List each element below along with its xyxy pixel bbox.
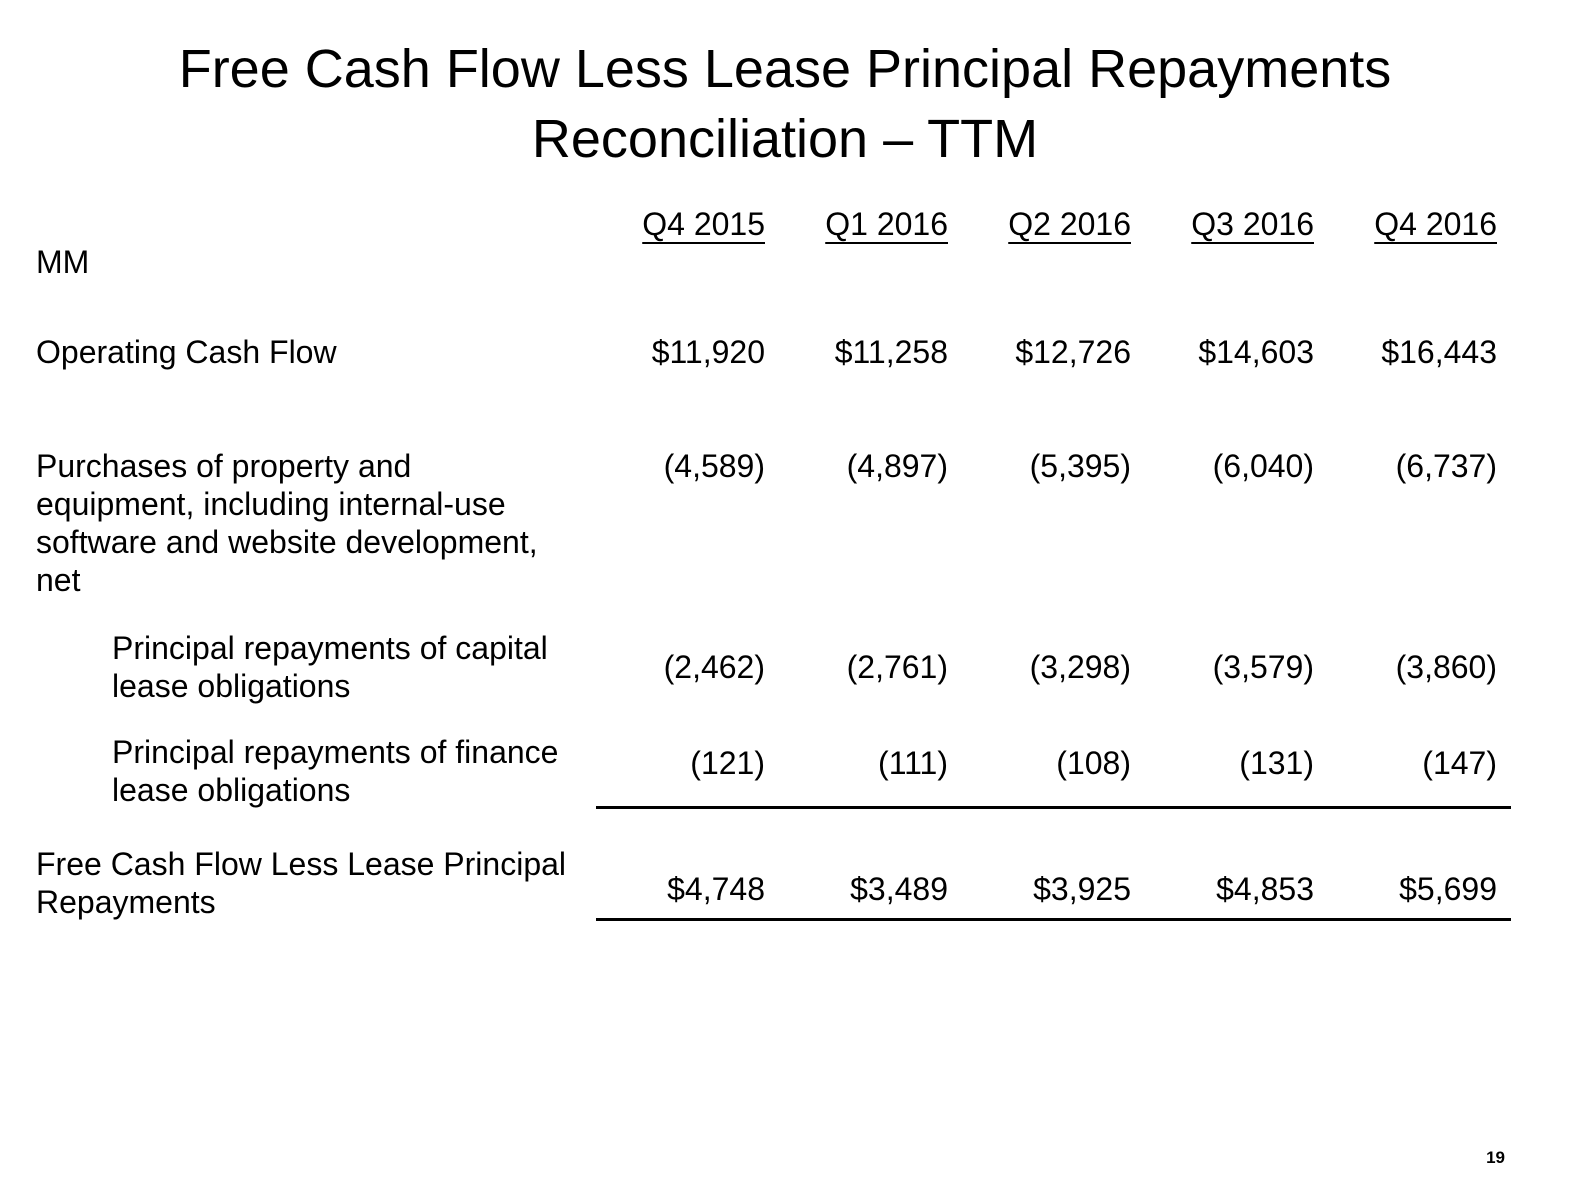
cell-value: (4,589): [663, 448, 765, 484]
column-header-q3-2016: Q3 2016: [1191, 206, 1314, 242]
cell-value: (6,737): [1395, 448, 1497, 484]
cell-value: (2,761): [846, 649, 948, 685]
cell-value: (6,040): [1212, 448, 1314, 484]
row-free-cash-flow-less-lease: Free Cash Flow Less Lease Principal Repa…: [36, 845, 1514, 921]
cell-value: (108): [962, 733, 1145, 809]
column-header-q1-2016: Q1 2016: [825, 206, 948, 242]
column-header-q4-2015: Q4 2015: [642, 206, 765, 242]
cell-value: $4,853: [1145, 870, 1328, 921]
cell-value: (5,395): [1029, 448, 1131, 484]
cell-value: (121): [596, 733, 779, 809]
column-header-q2-2016: Q2 2016: [1008, 206, 1131, 242]
cell-value: (147): [1328, 733, 1511, 809]
row-label: Principal repayments of capital lease ob…: [112, 630, 548, 704]
table-header-row: MM Q4 2015 Q1 2016 Q2 2016 Q3 2016 Q4 20…: [36, 205, 1514, 281]
page-title: Free Cash Flow Less Lease Principal Repa…: [0, 34, 1570, 174]
row-finance-lease-repayments: Principal repayments of finance lease ob…: [36, 733, 1514, 809]
reconciliation-table: MM Q4 2015 Q1 2016 Q2 2016 Q3 2016 Q4 20…: [36, 205, 1514, 921]
row-label: Free Cash Flow Less Lease Principal Repa…: [36, 846, 567, 920]
row-purchases-property-equipment: Purchases of property and equipment, inc…: [36, 447, 1514, 599]
page-title-line2: Reconciliation – TTM: [531, 109, 1039, 170]
page-number: 19: [1486, 1148, 1505, 1167]
cell-value: $3,489: [779, 870, 962, 921]
row-operating-cash-flow: Operating Cash Flow $11,920 $11,258 $12,…: [36, 333, 1514, 371]
cell-value: (111): [779, 733, 962, 809]
row-label: Principal repayments of finance lease ob…: [112, 734, 559, 808]
cell-value: $11,920: [651, 334, 765, 370]
cell-value: (131): [1145, 733, 1328, 809]
row-label: Purchases of property and equipment, inc…: [36, 448, 538, 598]
cell-value: (3,579): [1212, 649, 1314, 685]
cell-value: $12,726: [1015, 334, 1131, 370]
row-capital-lease-repayments: Principal repayments of capital lease ob…: [36, 629, 1514, 705]
column-header-q4-2016: Q4 2016: [1374, 206, 1497, 242]
unit-label: MM: [36, 244, 90, 280]
cell-value: (4,897): [846, 448, 948, 484]
cell-value: $4,748: [596, 870, 779, 921]
page-title-line1: Free Cash Flow Less Lease Principal Repa…: [178, 39, 1392, 99]
cell-value: (3,298): [1029, 649, 1131, 685]
cell-value: $16,443: [1381, 334, 1497, 370]
cell-value: (3,860): [1395, 649, 1497, 685]
cell-value: $11,258: [834, 334, 948, 370]
cell-value: (2,462): [663, 649, 765, 685]
cell-value: $3,925: [962, 870, 1145, 921]
row-label: Operating Cash Flow: [36, 334, 337, 370]
cell-value: $5,699: [1328, 870, 1511, 921]
cell-value: $14,603: [1198, 334, 1314, 370]
